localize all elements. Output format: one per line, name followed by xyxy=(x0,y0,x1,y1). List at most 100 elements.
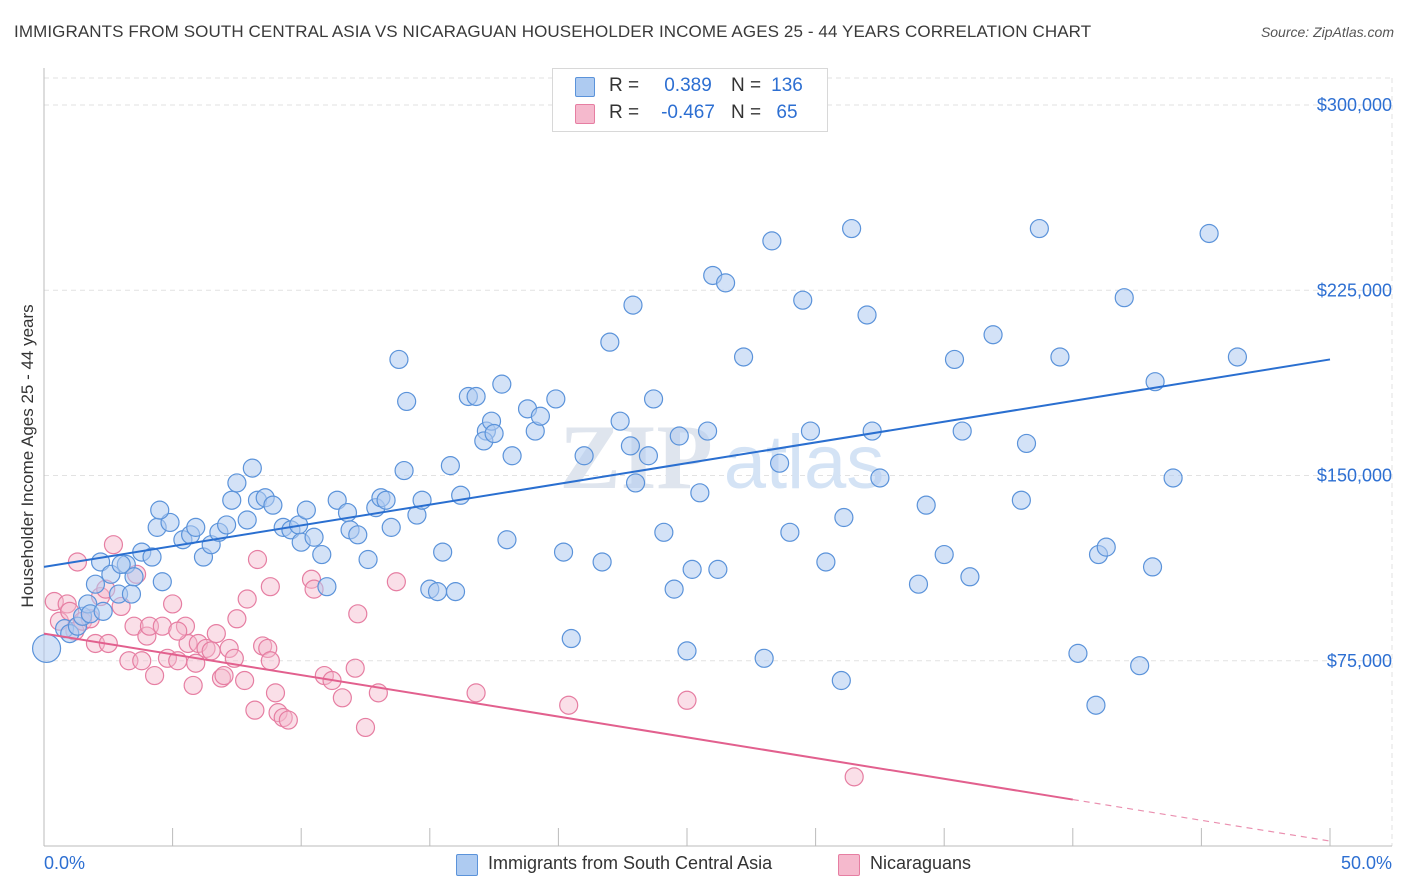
point-south-central-asia xyxy=(654,522,674,542)
point-south-central-asia xyxy=(358,549,378,570)
point-south-central-asia xyxy=(121,584,142,604)
point-south-central-asia xyxy=(870,468,890,488)
point-south-central-asia xyxy=(800,421,821,441)
point-south-central-asia xyxy=(160,512,180,533)
point-south-central-asia xyxy=(600,332,620,352)
legend-n-value: 136 xyxy=(771,75,803,96)
legend-r-value: -0.467 xyxy=(661,102,715,123)
point-south-central-asia xyxy=(348,525,368,545)
point-nicaraguan xyxy=(278,710,298,730)
point-south-central-asia xyxy=(227,473,247,493)
point-nicaraguan xyxy=(258,638,278,659)
point-south-central-asia xyxy=(1050,347,1070,367)
point-nicaraguan xyxy=(103,535,124,555)
x-tick-label: 50.0% xyxy=(1341,853,1392,873)
y-axis-title: Householder Income Ages 25 - 44 years xyxy=(18,304,37,608)
point-south-central-asia xyxy=(625,473,646,493)
point-south-central-asia xyxy=(85,574,106,594)
point-south-central-asia xyxy=(983,325,1003,345)
point-south-central-asia xyxy=(1199,223,1219,244)
point-south-central-asia xyxy=(857,305,877,325)
point-south-central-asia xyxy=(1016,433,1037,454)
point-nicaraguan xyxy=(206,623,226,644)
trend-line-nicaraguans xyxy=(43,632,1073,801)
point-south-central-asia xyxy=(574,446,594,466)
point-nicaraguan xyxy=(332,688,352,708)
y-tick-label: $150,000 xyxy=(1317,466,1392,486)
point-nicaraguan xyxy=(466,683,486,703)
point-south-central-asia xyxy=(381,517,401,537)
point-south-central-asia xyxy=(142,547,162,567)
point-nicaraguan xyxy=(260,651,280,671)
chart-title: IMMIGRANTS FROM SOUTH CENTRAL ASIA VS NI… xyxy=(14,22,1092,41)
point-south-central-asia xyxy=(427,582,448,602)
point-south-central-asia xyxy=(677,641,697,661)
point-nicaraguan xyxy=(183,675,203,696)
legend-r-label: R = xyxy=(609,102,640,123)
point-south-central-asia xyxy=(754,648,774,668)
point-south-central-asia xyxy=(530,406,550,426)
point-south-central-asia xyxy=(916,495,936,515)
point-south-central-asia xyxy=(682,559,702,579)
legend-label: Immigrants from South Central Asia xyxy=(488,853,773,873)
point-south-central-asia xyxy=(553,542,574,562)
y-tick-label: $300,000 xyxy=(1317,95,1392,115)
point-south-central-asia xyxy=(708,559,728,579)
axes xyxy=(43,68,1392,847)
point-nicaraguan xyxy=(227,609,247,629)
point-south-central-asia xyxy=(1142,557,1163,577)
point-south-central-asia xyxy=(1130,656,1150,676)
point-south-central-asia xyxy=(433,542,453,562)
point-south-central-asia xyxy=(934,544,954,565)
point-south-central-asia xyxy=(150,500,170,520)
point-south-central-asia xyxy=(697,421,718,441)
point-nicaraguan xyxy=(237,589,257,609)
point-nicaraguan xyxy=(57,594,77,614)
point-nicaraguan xyxy=(273,707,293,728)
point-nicaraguan xyxy=(144,665,165,686)
point-south-central-asia xyxy=(237,510,257,530)
point-south-central-asia xyxy=(769,453,790,473)
point-south-central-asia xyxy=(1227,347,1248,367)
point-south-central-asia xyxy=(222,490,242,510)
point-south-central-asia xyxy=(389,349,409,370)
point-south-central-asia xyxy=(669,426,689,446)
point-south-central-asia xyxy=(466,386,486,407)
point-south-central-asia xyxy=(733,347,754,367)
point-south-central-asia xyxy=(124,567,144,587)
point-south-central-asia xyxy=(376,490,396,510)
y-tick-label: $75,000 xyxy=(1327,651,1392,671)
gridlines xyxy=(44,77,1393,846)
x-tick-label: 0.0% xyxy=(44,853,85,873)
point-south-central-asia xyxy=(834,507,854,528)
point-nicaraguan xyxy=(348,604,368,624)
legend-r-value: 0.389 xyxy=(664,75,712,96)
legend-n-value: 65 xyxy=(776,102,798,123)
point-nicaraguan xyxy=(386,572,406,592)
point-nicaraguan xyxy=(152,616,172,636)
point-south-central-asia xyxy=(93,601,113,621)
point-nicaraguan xyxy=(219,638,239,659)
point-south-central-asia xyxy=(152,572,172,592)
point-south-central-asia xyxy=(492,374,512,394)
point-nicaraguan xyxy=(168,621,188,641)
point-south-central-asia xyxy=(664,579,684,599)
point-south-central-asia xyxy=(592,552,612,572)
point-nicaraguan xyxy=(214,665,234,686)
point-nicaraguan xyxy=(178,633,198,654)
legend-n-label: N = xyxy=(731,75,762,96)
point-nicaraguan xyxy=(235,670,255,691)
point-south-central-asia xyxy=(960,567,980,587)
point-south-central-asia xyxy=(623,295,643,315)
legend-n-label: N = xyxy=(731,102,762,123)
point-south-central-asia xyxy=(643,389,664,409)
point-nicaraguan xyxy=(247,549,268,570)
point-south-central-asia xyxy=(762,231,782,251)
point-nicaraguan xyxy=(844,767,864,787)
point-south-central-asia xyxy=(1114,288,1134,308)
point-south-central-asia xyxy=(242,458,262,478)
point-south-central-asia xyxy=(327,490,347,510)
point-south-central-asia xyxy=(394,460,414,481)
point-south-central-asia xyxy=(186,517,206,537)
